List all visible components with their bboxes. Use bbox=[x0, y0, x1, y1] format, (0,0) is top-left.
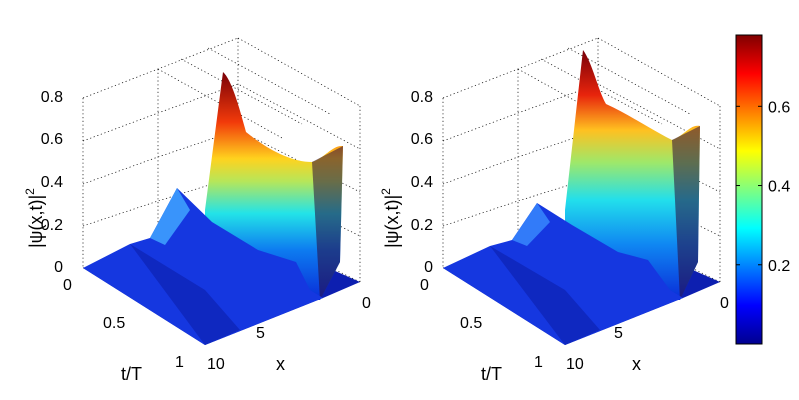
t-tick: 0 bbox=[420, 277, 429, 294]
x-ticks-left: 0 5 10 bbox=[207, 295, 371, 373]
t-tick: 0 bbox=[63, 277, 72, 294]
front-peak-highlight-left bbox=[150, 188, 190, 245]
z-label-sup: 2 bbox=[379, 188, 393, 195]
z-tick: 0 bbox=[54, 259, 63, 276]
colorbar-ticks: 0.2 0.4 0.6 bbox=[736, 99, 790, 275]
front-peak-left bbox=[83, 188, 323, 345]
axes-box-left bbox=[82, 37, 361, 283]
x-tick: 5 bbox=[256, 325, 265, 342]
ridge-side-right bbox=[672, 126, 700, 300]
front-shading-right bbox=[490, 246, 600, 345]
z-ticks-right: 0.8 0.6 0.4 0.2 0 bbox=[411, 89, 433, 276]
z-axis-label-right: |ψ(x,t)|2 bbox=[379, 188, 402, 248]
z-tick: 0.8 bbox=[411, 89, 433, 106]
colorbar: 0.2 0.4 0.6 bbox=[735, 34, 790, 345]
z-tick: 0.6 bbox=[41, 131, 63, 148]
colorbar-tick-label: 0.4 bbox=[768, 179, 790, 196]
colorbar-tick-label: 0.2 bbox=[768, 258, 790, 275]
front-peak-highlight-right bbox=[512, 203, 550, 246]
ridge-surface-right bbox=[565, 50, 700, 300]
t-tick: 0.5 bbox=[460, 315, 482, 332]
axes-box-right bbox=[442, 37, 721, 283]
z-tick: 0.2 bbox=[41, 217, 63, 234]
x-tick: 10 bbox=[207, 356, 225, 373]
front-shading-left bbox=[130, 244, 240, 345]
t-ticks-right: 0 0.5 1 bbox=[420, 277, 543, 371]
x-axis-label-left: x bbox=[276, 354, 285, 374]
z-label-main: |ψ(x,t)| bbox=[382, 195, 402, 248]
x-tick: 0 bbox=[362, 295, 371, 312]
x-tick: 0 bbox=[720, 295, 729, 312]
x-ticks-right: 0 5 10 bbox=[566, 295, 729, 373]
z-tick: 0.2 bbox=[411, 217, 433, 234]
z-label-main: |ψ(x,t)| bbox=[26, 195, 46, 248]
t-axis-label-left: t/T bbox=[121, 364, 142, 384]
z-ticks-left: 0.8 0.6 0.4 0.2 0 bbox=[41, 89, 63, 276]
surface-plot-left: 0.8 0.6 0.4 0.2 0 0 0.5 1 0 5 10 x t/T |… bbox=[23, 37, 371, 384]
z-tick: 0 bbox=[424, 259, 433, 276]
z-axis-label-left: |ψ(x,t)|2 bbox=[23, 188, 46, 248]
front-peak-right bbox=[443, 203, 683, 345]
colorbar-gradient bbox=[735, 34, 763, 345]
ridge-side-left bbox=[312, 146, 343, 300]
x-axis-label-right: x bbox=[632, 354, 641, 374]
colorbar-tick-label: 0.6 bbox=[768, 99, 790, 116]
t-tick: 0.5 bbox=[103, 315, 125, 332]
t-ticks-left: 0 0.5 1 bbox=[63, 277, 184, 371]
x-tick: 10 bbox=[566, 356, 584, 373]
surface-plot-right: 0.8 0.6 0.4 0.2 0 0 0.5 1 0 5 10 x t/T |… bbox=[379, 37, 729, 384]
z-tick: 0.8 bbox=[41, 89, 63, 106]
z-tick: 0.6 bbox=[411, 131, 433, 148]
t-tick: 1 bbox=[175, 354, 184, 371]
z-tick: 0.4 bbox=[411, 174, 433, 191]
z-tick: 0.4 bbox=[41, 174, 63, 191]
t-tick: 1 bbox=[534, 354, 543, 371]
t-axis-label-right: t/T bbox=[481, 364, 502, 384]
z-label-sup: 2 bbox=[23, 188, 37, 195]
x-tick: 5 bbox=[614, 325, 623, 342]
